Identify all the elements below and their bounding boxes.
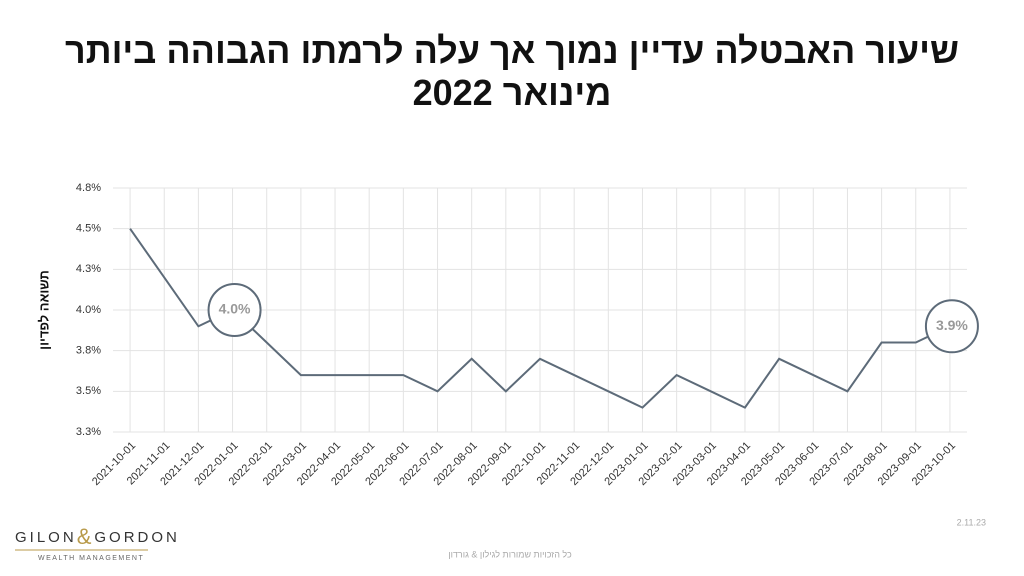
logo-amp: &: [77, 524, 95, 549]
y-tick-label: 4.5%: [76, 223, 101, 235]
logo: GILON&GORDON: [15, 524, 180, 549]
chart-title: שיעור האבטלה עדיין נמוך אך עלה לרמתו הגב…: [64, 30, 959, 113]
callout-circle: [924, 299, 979, 354]
data-label: 4.0%: [219, 301, 251, 317]
y-tick-label: 4.3%: [76, 263, 101, 275]
y-axis-label: תשואה לפדיון: [36, 270, 51, 350]
y-tick-label: 3.3%: [76, 426, 101, 438]
y-tick-label: 4.0%: [76, 304, 101, 316]
y-tick-label: 4.8%: [76, 182, 101, 194]
data-label: 3.9%: [936, 317, 968, 333]
logo-text: GORDON: [94, 529, 180, 546]
y-tick-label: 3.5%: [76, 385, 101, 397]
y-tick-label: 3.8%: [76, 345, 101, 357]
line-series: [129, 228, 951, 409]
logo-tagline: WEALTH MANAGEMENT: [38, 555, 144, 562]
date: 2.11.23: [957, 517, 986, 527]
logo-text: GILON: [15, 529, 77, 546]
copyright: כל הזכויות שמורות לגילון & גורדון: [448, 549, 572, 559]
callout-circle: [207, 283, 262, 337]
